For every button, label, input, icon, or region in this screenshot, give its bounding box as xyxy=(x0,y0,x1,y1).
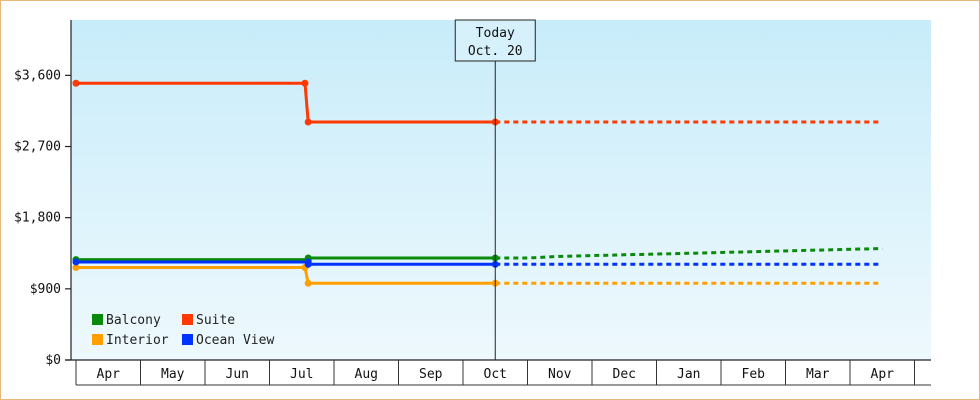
x-tick-label: Nov xyxy=(548,367,572,382)
data-point-ocean-view xyxy=(304,260,312,268)
data-point-interior xyxy=(72,263,80,271)
legend-label-interior: Interior xyxy=(106,333,169,348)
today-date: Oct. 20 xyxy=(468,44,523,59)
x-tick-label: Jun xyxy=(226,367,249,382)
series-line-balcony xyxy=(76,256,496,262)
y-tick-label: $1,800 xyxy=(14,211,61,226)
x-tick-label: Sep xyxy=(419,367,443,382)
x-tick-label: Oct xyxy=(484,367,507,382)
x-tick-label: Apr xyxy=(871,367,895,382)
legend-swatch-balcony xyxy=(92,314,103,325)
legend-swatch-suite xyxy=(182,314,193,325)
data-point-interior xyxy=(304,279,312,287)
y-tick-label: $3,600 xyxy=(14,68,61,83)
x-tick-label: Apr xyxy=(97,367,121,382)
legend-label-ocean-view: Ocean View xyxy=(196,333,274,348)
x-tick-label: Dec xyxy=(613,367,636,382)
x-tick-label: Jul xyxy=(290,367,313,382)
y-tick-label: $2,700 xyxy=(14,140,61,155)
series-projection-balcony xyxy=(495,247,883,260)
legend-label-balcony: Balcony xyxy=(106,313,161,328)
x-tick-label: May xyxy=(161,367,185,382)
plot-area xyxy=(71,20,931,360)
series-line-suite xyxy=(76,81,496,124)
series-line-interior xyxy=(76,266,496,285)
data-point-suite xyxy=(72,79,80,87)
legend-swatch-ocean-view xyxy=(182,334,193,345)
x-tick-label: Feb xyxy=(742,367,766,382)
legend-label-suite: Suite xyxy=(196,313,235,328)
data-point-suite xyxy=(304,118,312,126)
x-tick-label: Mar xyxy=(806,367,830,382)
x-tick-label: Jan xyxy=(677,367,700,382)
data-point-ocean-view xyxy=(72,258,80,266)
legend-swatch-interior xyxy=(92,334,103,345)
y-tick-label: $0 xyxy=(45,353,61,368)
data-point-suite xyxy=(301,79,309,87)
x-tick-label: Aug xyxy=(355,367,378,382)
y-tick-label: $900 xyxy=(30,282,61,297)
today-label: Today xyxy=(476,26,515,41)
today-box xyxy=(454,19,536,62)
